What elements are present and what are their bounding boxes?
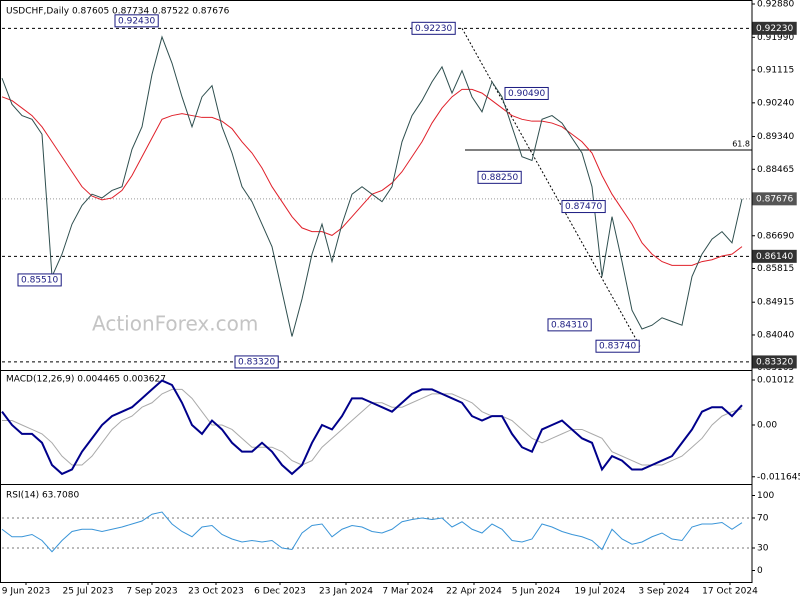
annotation-text: 0.92430: [118, 16, 155, 26]
annotation-text: 0.87470: [565, 202, 602, 212]
annotation-box: [547, 318, 592, 332]
fib-label: 61.8: [732, 140, 750, 149]
x-tick-label: 23 Oct 2023: [188, 587, 244, 597]
annotation-box: [477, 170, 522, 184]
level-label: 0.83320: [752, 355, 797, 369]
x-tick-label: 22 Apr 2024: [446, 587, 502, 597]
annotation-box: [17, 273, 62, 287]
x-tick-label: 7 Sep 2023: [126, 587, 177, 597]
panel-frame: [0, 370, 753, 485]
annotation: 0.92230: [411, 21, 456, 35]
level-label-box: [752, 21, 797, 35]
x-tick-label: 9 Jun 2023: [2, 587, 50, 597]
level-label: 0.86140: [752, 249, 797, 263]
last-price-label-box: [752, 192, 797, 206]
annotation: 0.92430: [114, 14, 159, 28]
x-tick-label: 6 Dec 2023: [254, 587, 306, 597]
annotation: 0.84310: [547, 318, 592, 332]
annotation-box: [561, 200, 606, 214]
annotation-text: 0.85510: [21, 275, 58, 285]
watermark: ActionForex.com: [92, 312, 258, 336]
level-label-text: 0.86140: [756, 252, 793, 262]
panel-title: USDCHF,Daily 0.87605 0.87734 0.87522 0.8…: [6, 7, 230, 17]
y-tick-label: 0.88465: [757, 165, 794, 175]
annotation: 0.83740: [595, 339, 640, 353]
y-tick-label: 0.92880: [757, 0, 794, 9]
annotation-box: [114, 14, 159, 28]
annotation-box: [234, 355, 279, 369]
annotation: 0.85510: [17, 273, 62, 287]
series-line: [2, 388, 743, 466]
y-tick-label: 0: [757, 566, 763, 576]
level-label: 0.92230: [752, 21, 797, 35]
y-tick-label: 0.89340: [757, 132, 794, 142]
y-tick-label: 0.86690: [757, 231, 794, 241]
level-label-text: 0.92230: [756, 24, 793, 34]
level-label-text: 0.83320: [756, 357, 793, 367]
x-tick-label: 5 Jun 2024: [512, 587, 561, 597]
series-line: [1, 511, 743, 553]
annotation: 0.87470: [561, 200, 606, 214]
x-tick-label: 7 Mar 2024: [382, 587, 434, 597]
last-price-label-text: 0.87676: [756, 194, 793, 204]
y-tick-label: 30: [757, 544, 769, 554]
x-tick-label: 3 Sep 2024: [638, 587, 690, 597]
series-line: [1, 88, 743, 266]
x-tick-label: 17 Oct 2024: [702, 587, 758, 597]
y-tick-label: 70: [757, 514, 769, 524]
annotation-text: 0.83740: [599, 342, 636, 352]
annotation-text: 0.88250: [481, 173, 518, 183]
series-line: [1, 379, 743, 476]
level-label-box: [752, 249, 797, 263]
y-tick-label: 0.00: [757, 420, 777, 430]
y-tick-label: 0.91115: [757, 66, 794, 76]
annotation-text: 0.90490: [508, 89, 545, 99]
annotation-text: 0.92230: [415, 24, 452, 34]
panel-title: MACD(12,26,9) 0.004465 0.003627: [6, 375, 166, 385]
x-tick-label: 23 Jan 2024: [319, 587, 373, 597]
level-label-box: [752, 355, 797, 369]
x-tick-label: 25 Jul 2023: [63, 587, 114, 597]
annotation-box: [504, 86, 549, 100]
y-tick-label: 0.01012: [757, 376, 794, 386]
y-tick-label: -0.011645: [757, 472, 800, 482]
y-tick-label: 100: [757, 491, 774, 501]
annotation-text: 0.83320: [238, 357, 275, 367]
annotation: 0.83320: [234, 355, 279, 369]
y-tick-label: 0.84040: [757, 330, 794, 340]
y-tick-label: 0.91990: [757, 33, 794, 43]
y-tick-label: 0.84915: [757, 298, 794, 308]
annotation-box: [595, 339, 640, 353]
x-tick-label: 19 Jul 2024: [575, 587, 626, 597]
last-price-label: 0.87676: [752, 192, 797, 206]
annotation: 0.88250: [477, 170, 522, 184]
panel-frame: [0, 484, 753, 583]
annotation-text: 0.84310: [551, 320, 588, 330]
trendline: [461, 28, 641, 347]
annotation: 0.90490: [504, 86, 549, 100]
annotation-box: [411, 21, 456, 35]
series-line: [1, 35, 743, 337]
y-tick-label: 0.85815: [757, 264, 794, 274]
y-tick-label: 0.90240: [757, 98, 794, 108]
panel-title: RSI(14) 63.7080: [6, 491, 79, 501]
